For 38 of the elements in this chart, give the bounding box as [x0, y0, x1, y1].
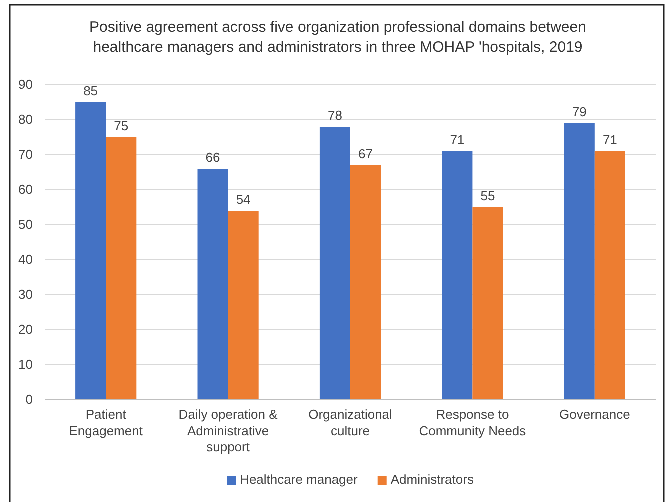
- x-tick-label: Response to Community Needs: [419, 407, 527, 438]
- x-tick-label: Organizational culture: [308, 407, 393, 438]
- x-tick-label: Daily operation & Administrative support: [178, 407, 278, 455]
- data-label: 54: [236, 192, 251, 207]
- bar: [564, 124, 595, 400]
- data-label: 85: [84, 84, 98, 98]
- y-tick-label: 60: [18, 182, 33, 198]
- y-tick-label: 50: [18, 217, 33, 232]
- data-label: 67: [358, 146, 374, 162]
- y-tick-label: 40: [18, 252, 33, 268]
- y-tick-label: 80: [18, 112, 33, 128]
- bar: [106, 138, 137, 400]
- bar: [228, 211, 259, 400]
- y-tick-label: 10: [18, 357, 33, 372]
- y-tick-label: 20: [18, 322, 33, 338]
- chart-title: Positive agreement across five organization professional domains between healthcare managers and administrators in three MOHAP 'hospitals, 2019: [90, 19, 586, 56]
- data-label: 55: [480, 188, 496, 204]
- bar: [76, 102, 106, 400]
- legend-label: Administrators: [390, 472, 474, 487]
- y-tick-label: 30: [18, 287, 33, 302]
- y-tick-label: 0: [26, 392, 33, 408]
- data-label: 75: [114, 118, 129, 134]
- data-label: 66: [206, 150, 220, 165]
- bar: [198, 169, 228, 400]
- y-tick-label: 90: [18, 77, 33, 92]
- x-tick-label: Patient Engagement: [69, 407, 144, 438]
- data-label: 71: [602, 132, 618, 148]
- x-tick-label: Governance: [559, 407, 630, 422]
- bar: [472, 208, 504, 400]
- bar: [350, 166, 382, 400]
- bar: [320, 127, 350, 400]
- y-tick-label: 70: [18, 147, 33, 162]
- data-label: 79: [572, 104, 587, 120]
- legend-label: Healthcare manager: [240, 472, 359, 487]
- data-label: 71: [450, 132, 465, 148]
- bar: [442, 152, 473, 400]
- bar: [594, 152, 626, 400]
- data-label: 78: [328, 108, 342, 123]
